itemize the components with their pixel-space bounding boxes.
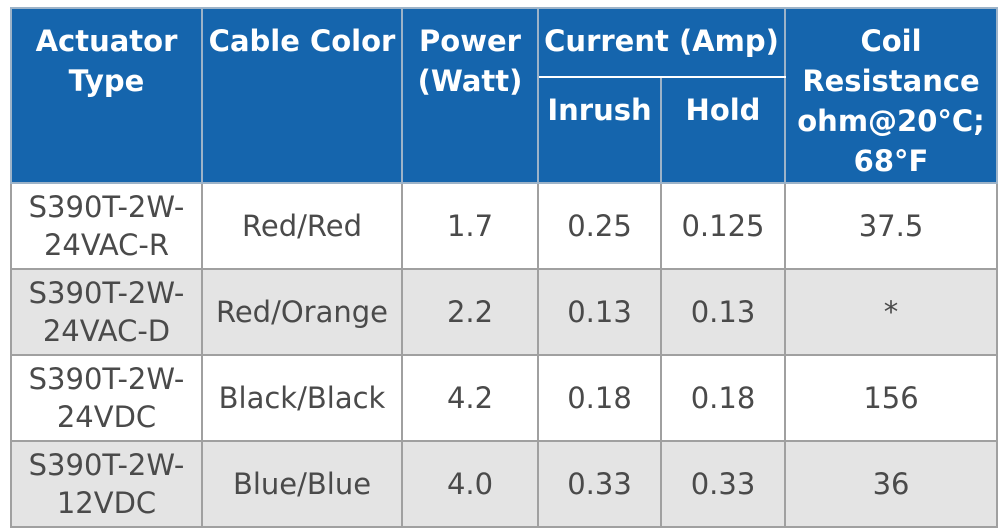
cell-actuator-type: S390T-2W- 24VAC-D xyxy=(10,268,203,356)
header-inrush-label: Inrush xyxy=(547,93,652,127)
header-power-line-2: (Watt) xyxy=(417,64,523,98)
table-header: Actuator Type Cable Color Power (Watt) C… xyxy=(10,7,999,184)
header-hold-label: Hold xyxy=(685,93,761,127)
header-coil-resistance-line-4: 68°F xyxy=(853,144,929,178)
cell-cable-color: Blue/Blue xyxy=(201,440,403,528)
cell-power: 2.2 xyxy=(401,268,539,356)
cell-actuator-type-line-1: S390T-2W- xyxy=(28,190,185,224)
cell-actuator-type: S390T-2W- 24VAC-R xyxy=(10,182,203,270)
cell-actuator-type-line-2: 24VAC-D xyxy=(42,314,171,348)
cell-actuator-type: S390T-2W- 24VDC xyxy=(10,354,203,442)
cell-inrush: 0.25 xyxy=(537,182,662,270)
cell-inrush: 0.13 xyxy=(537,268,662,356)
cell-power: 1.7 xyxy=(401,182,539,270)
header-coil-resistance: Coil Resistance ohm@20°C; 68°F xyxy=(784,7,999,184)
header-row-top: Actuator Type Cable Color Power (Watt) C… xyxy=(10,7,999,184)
header-current-group: Current (Amp) xyxy=(536,7,787,78)
cell-coil-resistance: 37.5 xyxy=(784,182,999,270)
table-body: S390T-2W- 24VAC-R Red/Red 1.7 0.25 0.125… xyxy=(10,182,999,528)
header-coil-resistance-line-3: ohm@20°C; xyxy=(797,104,985,138)
header-cable-color-label: Cable Color xyxy=(208,24,396,58)
table-row: S390T-2W- 24VDC Black/Black 4.2 0.18 0.1… xyxy=(10,354,999,442)
header-inrush: Inrush xyxy=(537,76,662,184)
cell-actuator-type-line-2: 24VDC xyxy=(56,400,157,434)
table-row: S390T-2W- 24VAC-R Red/Red 1.7 0.25 0.125… xyxy=(10,182,999,270)
header-power-line-1: Power xyxy=(419,24,521,58)
cell-coil-resistance: 36 xyxy=(784,440,999,528)
cell-coil-resistance: * xyxy=(784,268,999,356)
cell-actuator-type-line-1: S390T-2W- xyxy=(28,362,185,396)
table-row: S390T-2W- 12VDC Blue/Blue 4.0 0.33 0.33 … xyxy=(10,440,999,528)
cell-cable-color: Red/Orange xyxy=(201,268,403,356)
cell-inrush: 0.33 xyxy=(537,440,662,528)
cell-coil-resistance: 156 xyxy=(784,354,999,442)
cell-power: 4.0 xyxy=(401,440,539,528)
cell-power: 4.2 xyxy=(401,354,539,442)
header-actuator-type-line-1: Actuator xyxy=(35,24,178,58)
header-current-label: Current (Amp) xyxy=(544,24,779,58)
cell-actuator-type-line-2: 12VDC xyxy=(56,486,157,520)
header-hold: Hold xyxy=(659,76,787,184)
header-actuator-type: Actuator Type xyxy=(10,7,203,184)
cell-actuator-type-line-2: 24VAC-R xyxy=(43,228,170,262)
header-power: Power (Watt) xyxy=(401,7,539,184)
cell-hold: 0.18 xyxy=(659,354,787,442)
cell-cable-color: Black/Black xyxy=(201,354,403,442)
cell-inrush: 0.18 xyxy=(537,354,662,442)
cell-hold: 0.33 xyxy=(659,440,787,528)
table-row: S390T-2W- 24VAC-D Red/Orange 2.2 0.13 0.… xyxy=(10,268,999,356)
cell-cable-color: Red/Red xyxy=(201,182,403,270)
header-cable-color: Cable Color xyxy=(201,7,403,184)
header-coil-resistance-line-2: Resistance xyxy=(802,64,980,98)
cell-actuator-type-line-1: S390T-2W- xyxy=(28,276,185,310)
cell-hold: 0.125 xyxy=(659,182,787,270)
cell-hold: 0.13 xyxy=(659,268,787,356)
header-row-sub: Inrush Hold xyxy=(11,76,997,184)
cell-actuator-type-line-1: S390T-2W- xyxy=(28,448,185,482)
header-coil-resistance-line-1: Coil xyxy=(860,24,922,58)
header-actuator-type-line-2: Type xyxy=(68,64,145,98)
actuator-spec-table: Actuator Type Cable Color Power (Watt) C… xyxy=(10,7,999,528)
cell-actuator-type: S390T-2W- 12VDC xyxy=(10,440,203,528)
